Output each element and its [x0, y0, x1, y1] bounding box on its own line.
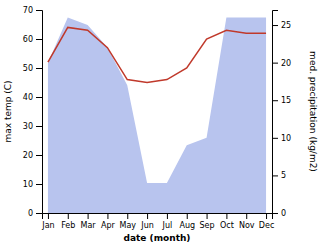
tick: 5: [272, 171, 286, 180]
tick: 15: [272, 96, 291, 105]
tick-mark: [36, 126, 42, 127]
tick-label: 70: [23, 6, 33, 15]
tick-label: Jul: [162, 221, 173, 230]
tick-mark: [48, 213, 49, 219]
tick: Feb: [61, 213, 75, 230]
tick-mark: [272, 213, 278, 214]
tick-label: 40: [23, 93, 33, 102]
tick-mark: [36, 39, 42, 40]
tick-label: 50: [23, 64, 33, 73]
tick: May: [119, 213, 136, 230]
tick: 0: [28, 209, 42, 218]
tick-label: 25: [281, 21, 291, 30]
tick-mark: [68, 213, 69, 219]
tick: Dec: [259, 213, 274, 230]
tick: 30: [23, 122, 42, 131]
tick: Sep: [200, 213, 215, 230]
tick-mark: [246, 213, 247, 219]
tick-mark: [167, 213, 168, 219]
x-axis-title: date (month): [124, 233, 191, 243]
tick-mark: [272, 100, 278, 101]
tick: Jan: [41, 213, 54, 230]
tick-mark: [266, 213, 267, 219]
tick: 60: [23, 35, 42, 44]
tick-label: 20: [23, 151, 33, 160]
y-axis-title: max temp (C): [3, 80, 13, 142]
tick: Mar: [81, 213, 97, 230]
chart-svg: Jan Feb Mar AprMay Jun Jul Aug Sep Oct Nov Dec 0 10 2…: [0, 0, 318, 247]
tick-mark: [88, 213, 89, 219]
tick-mark: [127, 213, 128, 219]
tick: 0: [272, 209, 286, 218]
tick-mark: [36, 213, 42, 214]
tick-mark: [226, 213, 227, 219]
tick-mark: [272, 175, 278, 176]
tick-label: Feb: [61, 221, 75, 230]
tick: Apr: [101, 213, 116, 230]
axis-domain: [43, 214, 273, 220]
tick-mark: [36, 10, 42, 11]
tick: 20: [272, 59, 291, 68]
tick-mark: [187, 213, 188, 219]
plot-area: [48, 18, 266, 213]
tick: 10: [23, 180, 42, 189]
tick-label: 0: [28, 209, 33, 218]
tick-label: 0: [281, 209, 286, 218]
tick: Aug: [179, 213, 195, 230]
temp-line: [48, 27, 266, 82]
tick-mark: [272, 138, 278, 139]
tick-label: Dec: [259, 221, 274, 230]
tick-label: 10: [281, 134, 291, 143]
precip-area: [48, 18, 266, 213]
tick: Jun: [140, 213, 154, 230]
tick-label: Apr: [101, 221, 116, 230]
chart-container: Jan Feb Mar AprMay Jun Jul Aug Sep Oct Nov Dec 0 10 2…: [0, 0, 318, 247]
tick: 50: [23, 64, 42, 73]
tick-label: Jun: [140, 221, 154, 230]
tick: Oct: [220, 213, 234, 230]
tick-label: 60: [23, 35, 33, 44]
tick-label: 5: [281, 171, 286, 180]
y2-axis: 0 5 10 15 20 25: [272, 11, 291, 219]
tick-mark: [272, 25, 278, 26]
axis-domain: [273, 11, 279, 214]
tick-mark: [36, 68, 42, 69]
tick-mark: [207, 213, 208, 219]
tick-label: Nov: [239, 221, 255, 230]
tick-label: Aug: [179, 221, 195, 230]
tick-label: 30: [23, 122, 33, 131]
tick-mark: [147, 213, 148, 219]
tick: 25: [272, 21, 291, 30]
tick: 10: [272, 134, 291, 143]
tick-mark: [36, 155, 42, 156]
tick: 70: [23, 6, 42, 15]
tick-label: Jan: [41, 221, 54, 230]
tick: 20: [23, 151, 42, 160]
tick-label: May: [119, 221, 136, 230]
tick-mark: [107, 213, 108, 219]
tick: Jul: [162, 213, 173, 230]
tick-label: Oct: [220, 221, 234, 230]
axis-domain: [36, 11, 43, 214]
tick-label: Mar: [81, 221, 97, 230]
tick: 40: [23, 93, 42, 102]
tick-mark: [36, 184, 42, 185]
tick-label: 10: [23, 180, 33, 189]
tick-label: 20: [281, 59, 291, 68]
y2-axis-title: med. precipitation (kg/m2): [308, 51, 318, 172]
tick: Nov: [239, 213, 255, 230]
tick-label: 15: [281, 96, 291, 105]
tick-mark: [272, 63, 278, 64]
x-axis: Jan Feb Mar AprMay Jun Jul Aug Sep Oct Nov Dec: [41, 213, 274, 230]
y-axis: 0 10 20 30 40 50 60 70: [23, 6, 43, 218]
tick-label: Sep: [200, 221, 215, 230]
tick-mark: [36, 97, 42, 98]
